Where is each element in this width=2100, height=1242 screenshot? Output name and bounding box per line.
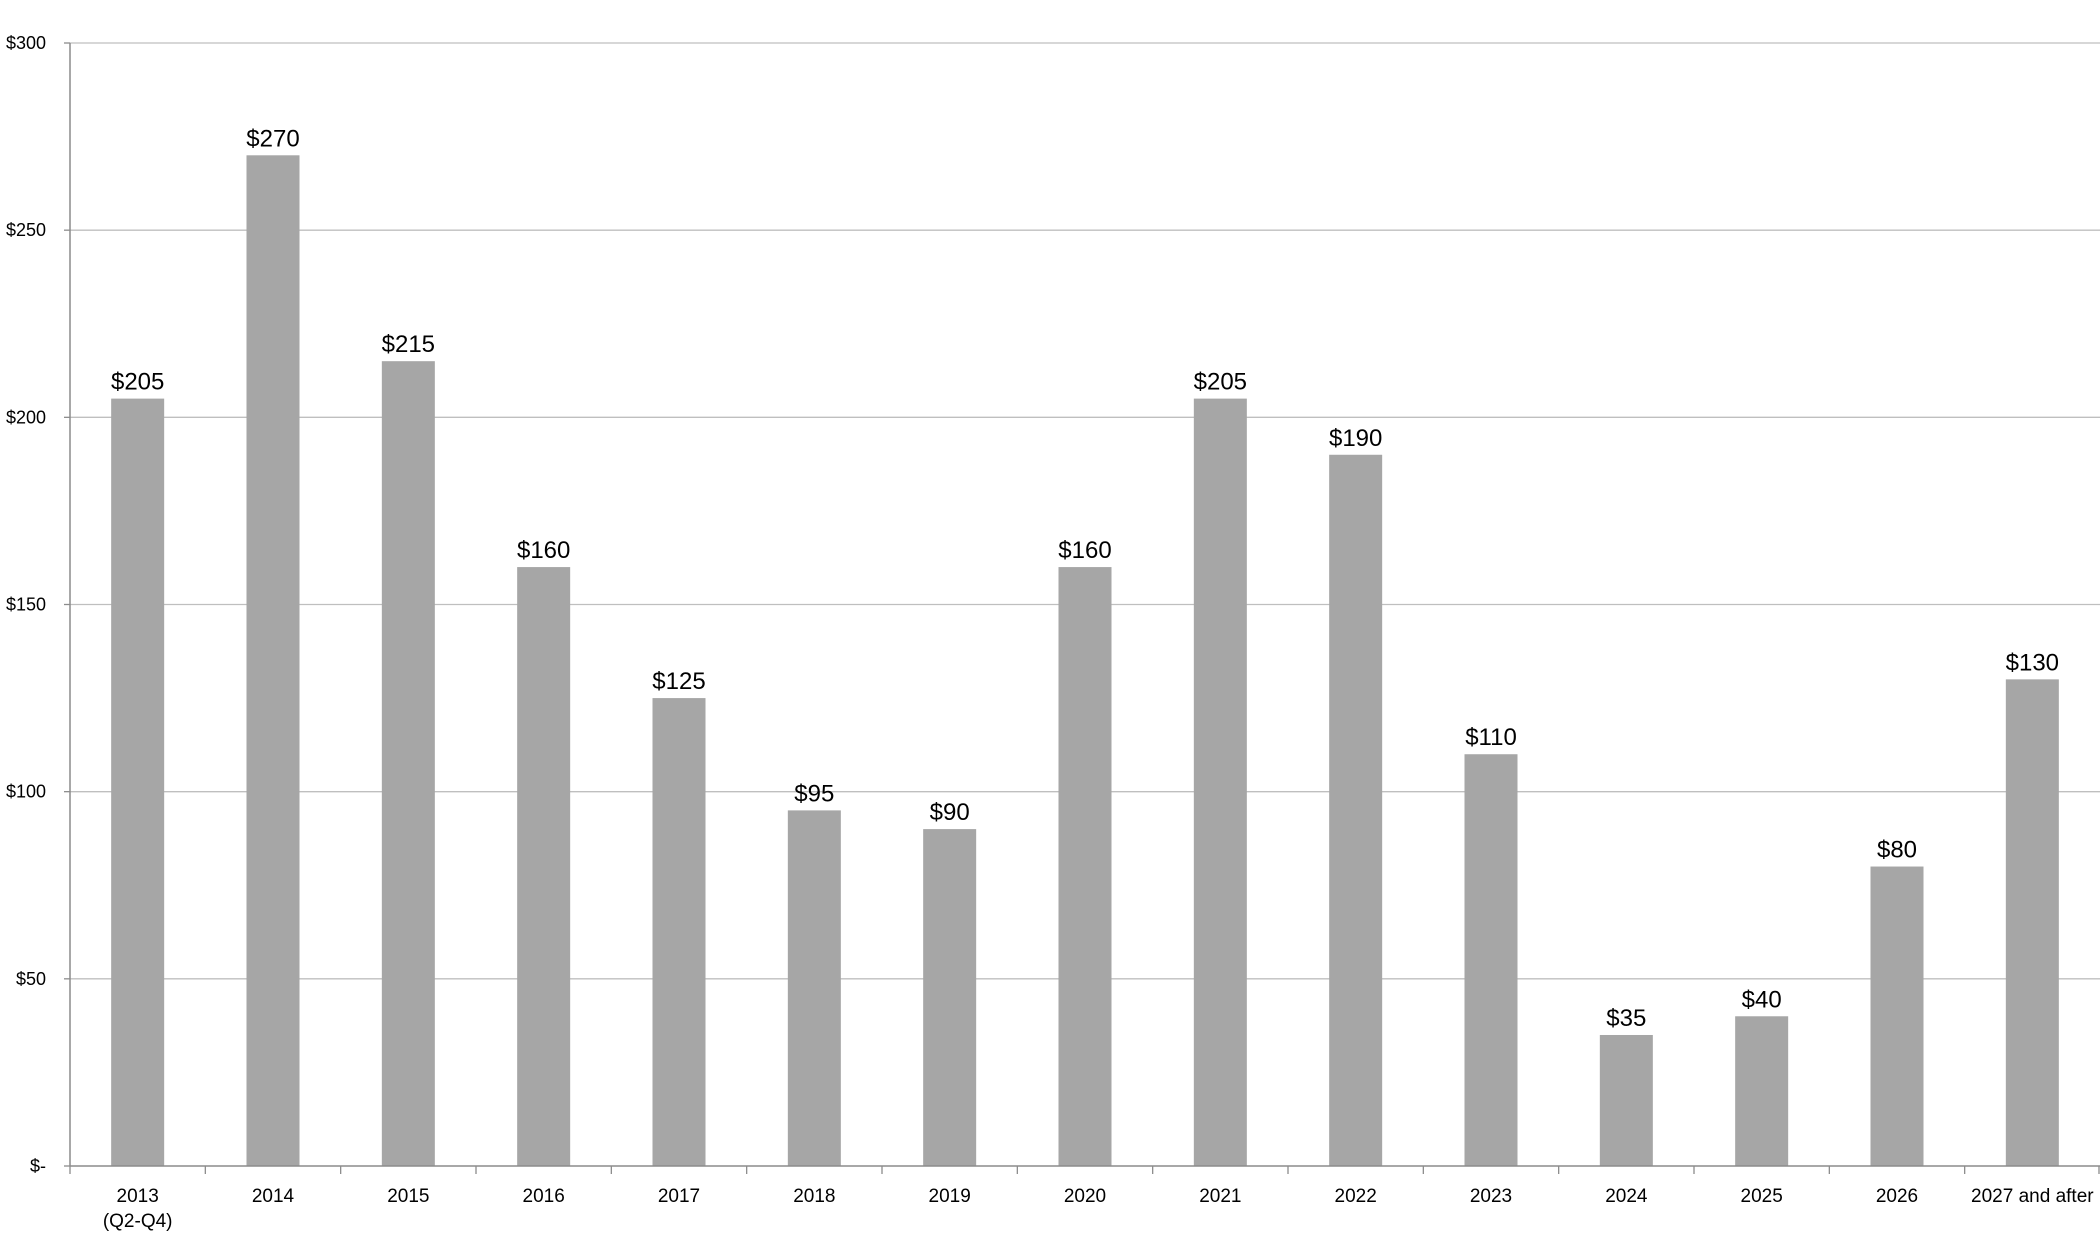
data-label: $190 bbox=[1329, 425, 1382, 452]
axes bbox=[64, 42, 2100, 1174]
x-tick-label: 2013 bbox=[117, 1186, 159, 1207]
bar bbox=[923, 829, 977, 1166]
y-tick-label: $50 bbox=[16, 969, 46, 989]
data-label: $270 bbox=[246, 125, 299, 152]
x-tick-label: (Q2-Q4) bbox=[103, 1211, 173, 1232]
x-tick-label: 2020 bbox=[1064, 1186, 1106, 1207]
y-tick-label: $100 bbox=[6, 782, 46, 802]
data-label: $215 bbox=[382, 331, 435, 358]
labels: $- $50 $100 $150 $200 $250 $300 $205 2013 (Q2-Q4)… bbox=[6, 33, 2094, 1232]
x-tick-label: 2014 bbox=[252, 1186, 295, 1207]
y-tick-label: $300 bbox=[6, 33, 46, 53]
data-label: $90 bbox=[930, 799, 970, 826]
y-tick-label: $- bbox=[30, 1156, 46, 1176]
bar bbox=[1329, 454, 1383, 1166]
data-label: $125 bbox=[652, 668, 705, 695]
x-tick-label: 2027 and after bbox=[1971, 1186, 2094, 1207]
x-tick-label: 2018 bbox=[793, 1186, 835, 1207]
bars bbox=[111, 155, 2059, 1167]
y-tick-label: $200 bbox=[6, 407, 46, 427]
bar bbox=[1599, 1034, 1653, 1166]
x-tick-label: 2015 bbox=[387, 1186, 429, 1207]
x-tick-label: 2024 bbox=[1605, 1186, 1648, 1207]
data-label: $205 bbox=[1194, 369, 1247, 396]
bar bbox=[381, 361, 435, 1166]
data-label: $205 bbox=[111, 369, 164, 396]
x-tick-label: 2025 bbox=[1741, 1186, 1783, 1207]
bar bbox=[1193, 398, 1247, 1166]
data-label: $130 bbox=[2006, 649, 2059, 676]
x-tick-label: 2016 bbox=[523, 1186, 565, 1207]
x-tick-label: 2022 bbox=[1335, 1186, 1377, 1207]
bar bbox=[1058, 567, 1112, 1166]
bar bbox=[1464, 754, 1518, 1166]
bar bbox=[787, 810, 841, 1166]
bar bbox=[1735, 1016, 1789, 1166]
x-tick-label: 2021 bbox=[1199, 1186, 1241, 1207]
bar bbox=[246, 155, 300, 1167]
data-label: $40 bbox=[1742, 986, 1782, 1013]
data-label: $80 bbox=[1877, 837, 1917, 864]
x-tick-label: 2017 bbox=[658, 1186, 700, 1207]
x-tick-label: 2019 bbox=[929, 1186, 971, 1207]
bar bbox=[111, 398, 165, 1166]
data-label: $160 bbox=[1058, 537, 1111, 564]
data-label: $95 bbox=[794, 780, 834, 807]
bar bbox=[517, 567, 571, 1166]
x-tick-label: 2026 bbox=[1876, 1186, 1918, 1207]
y-tick-label: $150 bbox=[6, 595, 46, 615]
bar bbox=[2005, 679, 2059, 1166]
data-label: $160 bbox=[517, 537, 570, 564]
bar bbox=[1870, 866, 1924, 1166]
data-label: $35 bbox=[1606, 1005, 1646, 1032]
bar bbox=[652, 698, 706, 1166]
data-label: $110 bbox=[1465, 724, 1517, 751]
x-tick-label: 2023 bbox=[1470, 1186, 1512, 1207]
y-tick-label: $250 bbox=[6, 220, 46, 240]
